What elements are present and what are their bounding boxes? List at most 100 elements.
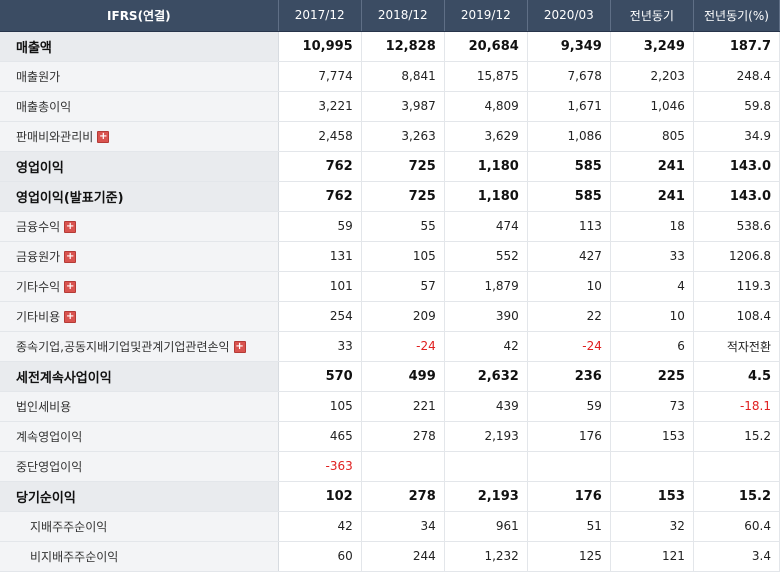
value-cell: 570	[278, 361, 362, 392]
plus-icon[interactable]: +	[64, 281, 77, 293]
header-col-2017-12: 2017/12	[278, 0, 362, 32]
value-cell: 1206.8	[693, 241, 781, 272]
row-label: 기타수익	[16, 279, 61, 294]
value-cell: 585	[527, 151, 611, 182]
value-cell: 1,086	[527, 121, 611, 152]
value-cell: 33	[610, 241, 694, 272]
row-label: 종속기업,공동지배기업및관계기업관련손익	[16, 339, 230, 354]
value-cell: 10	[610, 301, 694, 332]
row-label-cell: 기타수익 +	[0, 271, 279, 302]
value-cell: 적자전환	[693, 331, 781, 362]
value-cell: 22	[527, 301, 611, 332]
value-cell: 105	[361, 241, 445, 272]
value-cell: 9,349	[527, 31, 611, 62]
row-label: 영업이익(발표기준)	[16, 190, 124, 206]
value-cell: -18.1	[693, 391, 781, 422]
value-cell: 538.6	[693, 211, 781, 242]
value-cell: 59	[278, 211, 362, 242]
value-cell: 15.2	[693, 481, 781, 512]
value-cell: 3,221	[278, 91, 362, 122]
value-cell: 209	[361, 301, 445, 332]
table-row: 기타비용 +254 209 390 22 10 108.4	[0, 301, 781, 332]
value-cell: 221	[361, 391, 445, 422]
value-cell: 6	[610, 331, 694, 362]
value-cell: 143.0	[693, 151, 781, 182]
value-cell: 153	[610, 481, 694, 512]
table-row: 영업이익 762 725 1,180 585 241 143.0	[0, 151, 781, 182]
value-cell: -24	[527, 331, 611, 362]
row-label-cell: 매출총이익	[0, 91, 279, 122]
value-cell: 499	[361, 361, 445, 392]
table-row: 판매비와관리비 +2,458 3,263 3,629 1,086 805 34.9	[0, 121, 781, 152]
row-label-cell: 판매비와관리비 +	[0, 121, 279, 152]
value-cell: 8,841	[361, 61, 445, 92]
row-label-cell: 영업이익	[0, 151, 279, 182]
table-row: 지배주주순이익 42 34 961 51 32 60.4	[0, 511, 781, 542]
value-cell: 187.7	[693, 31, 781, 62]
value-cell: 12,828	[361, 31, 445, 62]
value-cell: 4.5	[693, 361, 781, 392]
plus-icon[interactable]: +	[64, 221, 77, 233]
value-cell: 241	[610, 151, 694, 182]
value-cell: 176	[527, 481, 611, 512]
table-row: 비지배주주순이익 60 244 1,232 125 121 3.4	[0, 541, 781, 572]
value-cell: 3,249	[610, 31, 694, 62]
value-cell: 1,232	[444, 541, 528, 572]
value-cell: 3,987	[361, 91, 445, 122]
table-row: 세전계속사업이익 570 499 2,632 236 225 4.5	[0, 361, 781, 392]
row-label-cell: 지배주주순이익	[0, 511, 279, 542]
value-cell: 254	[278, 301, 362, 332]
value-cell	[610, 451, 694, 482]
header-col-2018-12: 2018/12	[361, 0, 445, 32]
value-cell: 3.4	[693, 541, 781, 572]
value-cell: 131	[278, 241, 362, 272]
value-cell: 1,879	[444, 271, 528, 302]
plus-icon[interactable]: +	[64, 251, 77, 263]
row-label-cell: 비지배주주순이익	[0, 541, 279, 572]
row-label: 금융원가	[16, 249, 61, 264]
table-row: 당기순이익 102 278 2,193 176 153 15.2	[0, 481, 781, 512]
header-col-prev-year-pct: 전년동기(%)	[693, 0, 781, 32]
value-cell: 125	[527, 541, 611, 572]
row-label: 중단영업이익	[16, 459, 83, 474]
plus-icon[interactable]: +	[233, 341, 246, 353]
value-cell: 15.2	[693, 421, 781, 452]
value-cell: 60	[278, 541, 362, 572]
row-label-cell: 금융수익 +	[0, 211, 279, 242]
value-cell: 725	[361, 151, 445, 182]
table-row: 매출총이익 3,221 3,987 4,809 1,671 1,046 59.8	[0, 91, 781, 122]
table-row: 중단영업이익 -363	[0, 451, 781, 482]
plus-icon[interactable]: +	[97, 131, 110, 143]
value-cell: 236	[527, 361, 611, 392]
value-cell: 4	[610, 271, 694, 302]
table-row: 기타수익 +101 57 1,879 10 4 119.3	[0, 271, 781, 302]
value-cell: 153	[610, 421, 694, 452]
row-label: 지배주주순이익	[30, 519, 108, 534]
row-label: 매출액	[16, 40, 52, 56]
value-cell: 18	[610, 211, 694, 242]
value-cell: 2,632	[444, 361, 528, 392]
value-cell: 59	[527, 391, 611, 422]
value-cell: 805	[610, 121, 694, 152]
value-cell: -363	[278, 451, 362, 482]
row-label-cell: 종속기업,공동지배기업및관계기업관련손익 +	[0, 331, 279, 362]
header-col-2020-03: 2020/03	[527, 0, 611, 32]
row-label: 영업이익	[16, 160, 64, 176]
value-cell: 55	[361, 211, 445, 242]
value-cell: 176	[527, 421, 611, 452]
header-col-prev-year: 전년동기	[610, 0, 694, 32]
value-cell: 474	[444, 211, 528, 242]
table-row: 금융원가 +131 105 552 427 33 1206.8	[0, 241, 781, 272]
plus-icon[interactable]: +	[64, 311, 77, 323]
value-cell: 244	[361, 541, 445, 572]
value-cell: 278	[361, 421, 445, 452]
value-cell: 762	[278, 151, 362, 182]
row-label-cell: 기타비용 +	[0, 301, 279, 332]
row-label: 매출총이익	[16, 99, 72, 114]
value-cell: 59.8	[693, 91, 781, 122]
row-label-cell: 계속영업이익	[0, 421, 279, 452]
value-cell: 7,774	[278, 61, 362, 92]
row-label: 금융수익	[16, 219, 61, 234]
value-cell	[444, 451, 528, 482]
table-row: 매출액 10,995 12,828 20,684 9,349 3,249 187.7	[0, 31, 781, 62]
